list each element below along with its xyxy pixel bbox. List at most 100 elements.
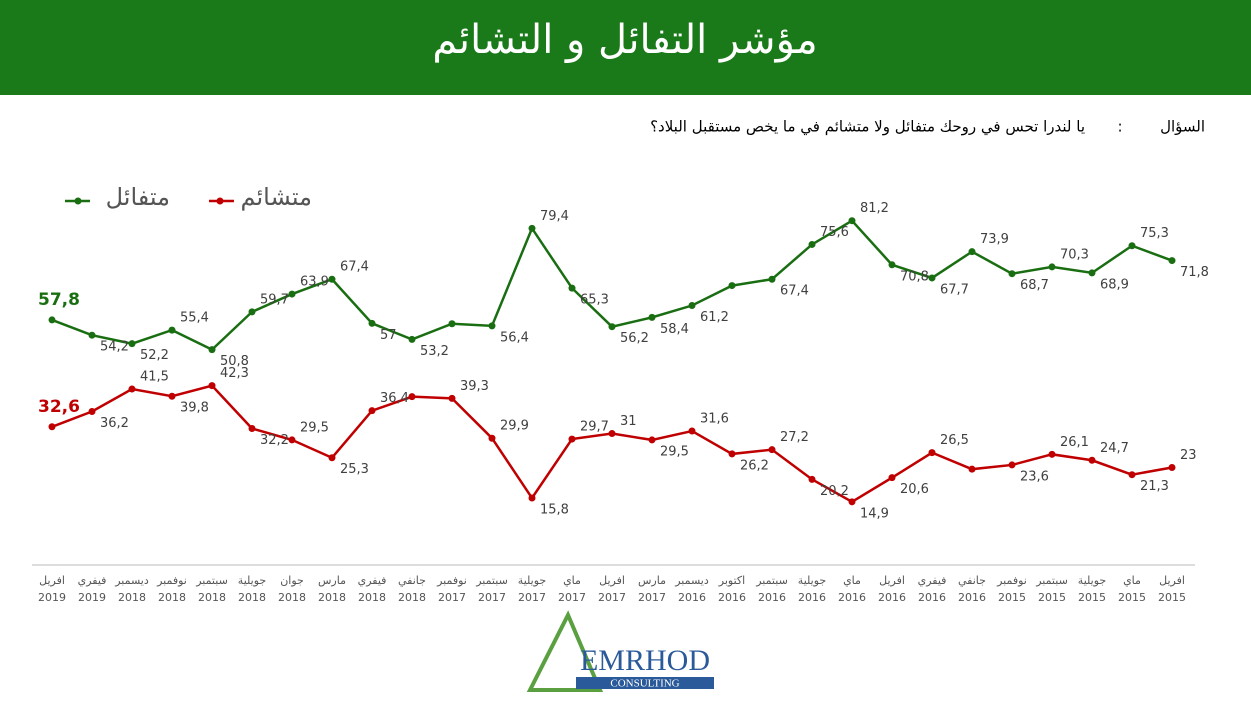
x-tick-year: 2016	[798, 591, 826, 604]
point	[248, 424, 256, 432]
logo: EMRHOD CONSULTING	[526, 610, 714, 692]
value-label: 73,9	[980, 232, 1009, 247]
value-label: 29,5	[660, 444, 689, 459]
x-tick-year: 2018	[398, 591, 426, 604]
x-tick-year: 2017	[518, 591, 546, 604]
point	[408, 335, 416, 343]
x-tick-month: مارس	[318, 574, 346, 587]
value-label: 70,8	[900, 269, 929, 284]
point	[568, 435, 576, 443]
value-label: 57	[380, 328, 397, 343]
value-label: 20,2	[820, 484, 849, 499]
x-tick-month: ديسمبر	[114, 574, 149, 587]
x-tick-year: 2016	[958, 591, 986, 604]
point	[168, 326, 176, 334]
value-label: 42,3	[220, 366, 249, 381]
x-tick-month: ماي	[563, 574, 581, 587]
value-label: 26,5	[940, 433, 969, 448]
x-tick-year: 2017	[558, 591, 586, 604]
x-tick-month: افريل	[39, 574, 65, 587]
x-tick-month: جويلية	[238, 574, 266, 587]
x-tick-year: 2017	[438, 591, 466, 604]
value-label: 61,2	[700, 310, 729, 325]
value-label: 68,7	[1020, 278, 1049, 293]
value-label: 39,8	[180, 401, 209, 416]
value-label: 65,3	[580, 293, 609, 308]
point	[528, 494, 536, 502]
point	[448, 320, 456, 328]
value-label: 26,1	[1060, 435, 1089, 450]
point	[848, 217, 856, 225]
x-tick-year: 2019	[78, 591, 106, 604]
series-line	[51, 384, 1173, 504]
point	[448, 394, 456, 402]
x-tick-year: 2018	[238, 591, 266, 604]
x-tick-year: 2016	[758, 591, 786, 604]
x-tick-year: 2018	[118, 591, 146, 604]
x-tick-year: 2018	[198, 591, 226, 604]
x-tick-month: نوفمبر	[156, 574, 187, 587]
question-label: السؤال	[1160, 118, 1205, 136]
point	[328, 275, 336, 283]
x-tick-month: مارس	[638, 574, 666, 587]
value-label: 32,6	[38, 397, 80, 417]
point	[1168, 257, 1176, 265]
point	[568, 284, 576, 292]
x-tick-year: 2015	[1118, 591, 1146, 604]
point	[968, 465, 976, 473]
value-label: 67,4	[340, 260, 369, 275]
point	[248, 308, 256, 316]
point	[1128, 242, 1136, 250]
point	[648, 313, 656, 321]
point	[88, 408, 96, 416]
question: يا لندرا تحس في روحك متفائل ولا متشائم ف…	[650, 118, 1085, 137]
point	[608, 430, 616, 438]
point	[368, 319, 376, 327]
value-label: 57,8	[38, 290, 80, 310]
point	[408, 393, 416, 401]
value-label: 21,3	[1140, 479, 1169, 494]
value-label: 27,2	[780, 430, 809, 445]
value-label: 39,3	[460, 379, 489, 394]
legend-label: متفائل	[106, 183, 170, 211]
header-bar	[0, 0, 1251, 95]
point	[648, 436, 656, 444]
value-label: 23	[1180, 448, 1197, 463]
point	[168, 392, 176, 400]
point	[48, 423, 56, 431]
point	[768, 275, 776, 283]
legend-dot	[216, 197, 224, 205]
point	[728, 450, 736, 458]
point	[488, 434, 496, 442]
value-label: 54,2	[100, 340, 129, 355]
point	[128, 385, 136, 393]
value-label: 75,6	[820, 225, 849, 240]
value-label: 59,7	[260, 292, 289, 307]
value-label: 32,2	[260, 433, 289, 448]
point	[808, 475, 816, 483]
x-tick-month: جانفي	[398, 574, 426, 587]
point	[1128, 471, 1136, 479]
value-label: 53,2	[420, 344, 449, 359]
chart-title: مؤشر التفائل و التشائم	[432, 17, 817, 63]
value-label: 68,9	[1100, 277, 1129, 292]
x-tick-year: 2017	[598, 591, 626, 604]
point	[288, 290, 296, 298]
x-tick-month: نوفمبر	[436, 574, 467, 587]
x-tick-month: ديسمبر	[674, 574, 709, 587]
x-tick-month: اكتوبر	[718, 574, 745, 587]
question-sep: :	[1117, 118, 1122, 136]
value-label: 36,4	[380, 391, 409, 406]
point	[48, 316, 56, 324]
x-tick-month: ماي	[843, 574, 861, 587]
point	[1048, 263, 1056, 271]
value-label: 31,6	[700, 412, 729, 427]
point	[1048, 450, 1056, 458]
point	[928, 449, 936, 457]
x-tick-month: جانفي	[958, 574, 986, 587]
value-label: 63,9	[300, 275, 329, 290]
x-tick-year: 2018	[318, 591, 346, 604]
point	[928, 274, 936, 282]
x-tick-month: فيفري	[78, 574, 107, 587]
point	[888, 474, 896, 482]
